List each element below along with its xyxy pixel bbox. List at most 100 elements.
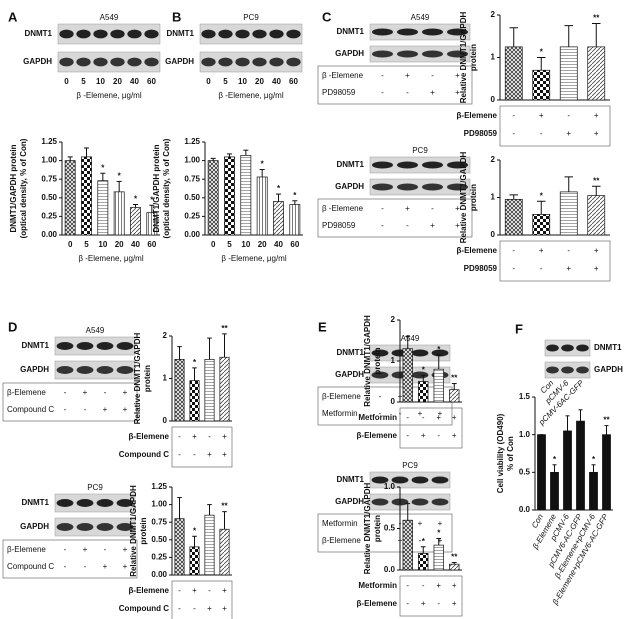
- row-label: DNMT1: [24, 29, 52, 38]
- y-tick-label: 0.0: [519, 505, 531, 514]
- band: [447, 50, 468, 58]
- blot-strip: [199, 51, 303, 73]
- band: [431, 476, 449, 484]
- band: [76, 57, 91, 67]
- condition-sign: +: [192, 432, 197, 441]
- y-tick-label: 2: [491, 155, 496, 164]
- y-tick-label: 0: [491, 95, 496, 104]
- condition-sign: -: [208, 586, 211, 595]
- condition-sign: +: [455, 204, 460, 213]
- lane-label: 20: [113, 77, 122, 86]
- condition-sign: -: [437, 431, 440, 440]
- band: [252, 29, 267, 39]
- condition-sign: +: [103, 405, 108, 414]
- band: [56, 366, 74, 374]
- band: [447, 183, 468, 191]
- condition-sign: +: [452, 431, 457, 440]
- bar: [589, 471, 598, 511]
- condition-sign: +: [83, 545, 88, 554]
- row-label: GAPDH: [165, 57, 194, 66]
- y-tick-label: 1: [491, 193, 496, 202]
- significance: *: [422, 537, 426, 546]
- significance: **: [221, 502, 228, 511]
- condition-sign: -: [193, 604, 196, 613]
- band: [372, 28, 393, 36]
- y-tick-label: 1.25: [184, 137, 200, 146]
- band: [144, 57, 159, 67]
- condition-sign: -: [381, 204, 384, 213]
- band: [110, 57, 125, 67]
- condition-box: [317, 386, 453, 426]
- condition-name: Compound C: [119, 604, 169, 613]
- band: [431, 498, 449, 506]
- condition-sign: +: [455, 221, 460, 230]
- y-axis-label: protein: [469, 44, 478, 71]
- condition-sign: +: [438, 536, 443, 545]
- condition-sign: -: [379, 536, 382, 545]
- condition-sign: +: [455, 71, 460, 80]
- condition-sign: -: [381, 221, 384, 230]
- y-axis-label: DNMT1/GAPDH protein: [152, 144, 161, 232]
- panel-label: C: [322, 9, 332, 24]
- y-tick-label: 1: [163, 374, 168, 383]
- x-tick-label: 0: [211, 240, 216, 249]
- condition-sign: +: [539, 246, 544, 255]
- significance: *: [193, 526, 197, 535]
- condition-sign: +: [436, 413, 441, 422]
- condition-sign: +: [421, 599, 426, 608]
- condition-sign: +: [222, 432, 227, 441]
- bar: [602, 434, 611, 511]
- bar: [219, 528, 230, 576]
- bar: [219, 356, 230, 422]
- bar: [449, 389, 460, 403]
- y-tick-label: 0.00: [41, 230, 57, 239]
- band: [397, 183, 418, 191]
- y-axis-label: protein: [139, 517, 148, 544]
- lane-label: 5: [223, 77, 228, 86]
- y-tick-label: 1.00: [41, 156, 57, 165]
- lane-label: 60: [147, 77, 156, 86]
- condition-box: [2, 539, 138, 579]
- condition-sign: -: [381, 71, 384, 80]
- row-label: GAPDH: [23, 57, 52, 66]
- blot-strip: [57, 23, 161, 45]
- x-tick-label: 20: [115, 240, 124, 249]
- condition-sign: +: [405, 204, 410, 213]
- band: [76, 29, 91, 39]
- significance: **: [451, 553, 458, 562]
- bar: [207, 160, 219, 236]
- band: [269, 57, 284, 67]
- y-tick-label: 1: [391, 356, 396, 365]
- blot-strip: [369, 493, 451, 511]
- band: [116, 342, 134, 350]
- row-label: DNMT1: [166, 29, 194, 38]
- row-label: DNMT1: [336, 475, 364, 484]
- band: [391, 476, 409, 484]
- lane-label: 10: [96, 77, 105, 86]
- condition-sign: +: [418, 409, 423, 418]
- band: [96, 499, 114, 507]
- condition-name: β-Elemene: [322, 392, 361, 401]
- condition-box: [399, 575, 463, 617]
- condition-sign: -: [379, 392, 382, 401]
- condition-sign: +: [222, 604, 227, 613]
- bar: [224, 156, 235, 236]
- bar: [189, 546, 200, 576]
- x-tick-label: 40: [274, 240, 283, 249]
- band: [218, 29, 233, 39]
- bar: [449, 563, 460, 571]
- y-tick-label: 0.50: [41, 193, 57, 202]
- condition-box: [171, 580, 233, 619]
- condition-name: Metformin: [322, 519, 358, 528]
- condition-sign: -: [406, 581, 409, 590]
- condition-sign: +: [436, 581, 441, 590]
- bar: [256, 176, 268, 236]
- bar: [433, 544, 444, 571]
- condition-name: PD98059: [322, 221, 356, 230]
- blot-title: PC9: [412, 146, 428, 155]
- condition-sign: -: [567, 111, 570, 120]
- row-label: GAPDH: [594, 365, 623, 374]
- condition-sign: +: [418, 519, 423, 528]
- band: [371, 498, 389, 506]
- bar: [504, 199, 523, 236]
